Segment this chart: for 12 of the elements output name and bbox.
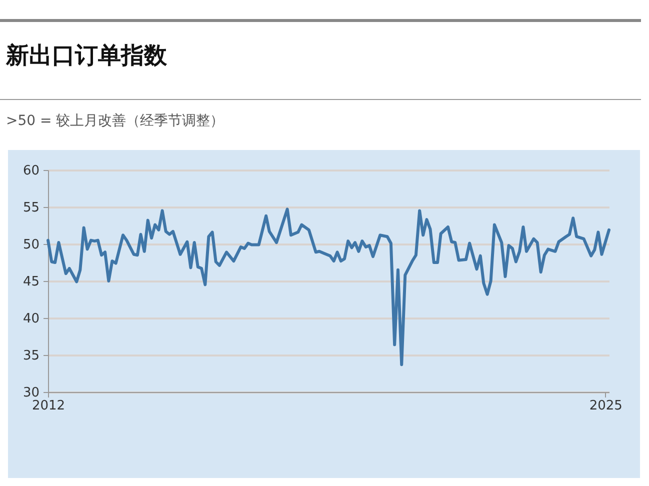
line-series <box>46 208 610 366</box>
x-tick-label: 2012 <box>32 398 66 414</box>
chart-subtitle: >50 = 较上月改善（经季节调整） <box>6 112 224 130</box>
y-tick-label: 45 <box>22 274 40 290</box>
y-tick-label: 55 <box>22 200 40 216</box>
y-tick-label: 60 <box>22 164 40 178</box>
chart-title: 新出口订单指数 <box>6 42 167 71</box>
y-tick-label: 40 <box>22 312 40 326</box>
y-tick-label: 30 <box>22 386 40 400</box>
y-tick-label: 35 <box>22 348 40 364</box>
y-tick-label: 50 <box>22 238 40 252</box>
x-tick-label: 2025 <box>589 398 622 414</box>
